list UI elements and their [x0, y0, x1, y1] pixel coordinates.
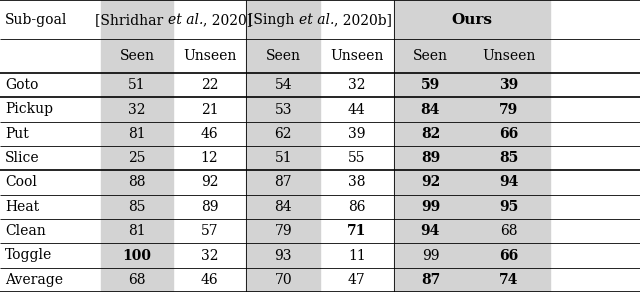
Text: 59: 59	[420, 78, 440, 92]
Text: 51: 51	[275, 151, 292, 165]
Text: 94: 94	[499, 175, 518, 190]
Text: Unseen: Unseen	[330, 49, 383, 63]
Text: 99: 99	[422, 248, 439, 263]
Text: 39: 39	[348, 127, 365, 141]
Text: Slice: Slice	[5, 151, 40, 165]
Text: Cool: Cool	[5, 175, 37, 190]
Text: 89: 89	[420, 151, 440, 165]
Text: 62: 62	[275, 127, 292, 141]
Text: 100: 100	[122, 248, 152, 263]
Text: 99: 99	[420, 200, 440, 214]
Text: 32: 32	[128, 102, 146, 117]
Text: 32: 32	[348, 78, 365, 92]
Text: 85: 85	[499, 151, 518, 165]
Text: 87: 87	[275, 175, 292, 190]
Text: et al.: et al.	[299, 13, 334, 27]
Text: Put: Put	[5, 127, 29, 141]
Text: Ours: Ours	[451, 13, 493, 27]
Text: Seen: Seen	[120, 49, 154, 63]
Text: Toggle: Toggle	[5, 248, 52, 263]
Text: 66: 66	[499, 127, 518, 141]
Text: 88: 88	[128, 175, 146, 190]
Text: 82: 82	[420, 127, 440, 141]
Text: 70: 70	[275, 273, 292, 287]
Text: 25: 25	[128, 151, 146, 165]
Text: 92: 92	[420, 175, 440, 190]
Text: 85: 85	[128, 200, 146, 214]
Text: 84: 84	[275, 200, 292, 214]
Text: Clean: Clean	[5, 224, 46, 238]
Text: Sub-goal: Sub-goal	[5, 13, 67, 27]
Text: 92: 92	[201, 175, 218, 190]
Text: 79: 79	[275, 224, 292, 238]
Text: 46: 46	[201, 127, 218, 141]
Text: Goto: Goto	[5, 78, 38, 92]
Text: 68: 68	[500, 224, 518, 238]
Text: Heat: Heat	[5, 200, 39, 214]
Text: 84: 84	[420, 102, 440, 117]
Text: 94: 94	[420, 224, 440, 238]
Text: 81: 81	[128, 127, 146, 141]
Text: 54: 54	[275, 78, 292, 92]
Text: 44: 44	[348, 102, 365, 117]
Text: 68: 68	[128, 273, 146, 287]
Text: 51: 51	[128, 78, 146, 92]
Text: 55: 55	[348, 151, 365, 165]
Text: , 2020]: , 2020]	[203, 13, 252, 27]
Text: et al.: et al.	[168, 13, 203, 27]
Text: 87: 87	[420, 273, 440, 287]
Text: 86: 86	[348, 200, 365, 214]
Text: 71: 71	[347, 224, 367, 238]
Text: 79: 79	[499, 102, 518, 117]
Text: 39: 39	[499, 78, 518, 92]
Text: 11: 11	[348, 248, 365, 263]
Text: [Singh: [Singh	[248, 13, 299, 27]
Text: 66: 66	[499, 248, 518, 263]
Text: 57: 57	[201, 224, 218, 238]
Text: 47: 47	[348, 273, 365, 287]
Text: 22: 22	[201, 78, 218, 92]
Text: 81: 81	[128, 224, 146, 238]
Text: , 2020b]: , 2020b]	[334, 13, 392, 27]
Text: 74: 74	[499, 273, 518, 287]
Text: 21: 21	[201, 102, 218, 117]
Text: Pickup: Pickup	[5, 102, 53, 117]
Text: Seen: Seen	[413, 49, 448, 63]
Text: Unseen: Unseen	[183, 49, 236, 63]
Text: 32: 32	[201, 248, 218, 263]
Text: 12: 12	[201, 151, 218, 165]
Text: 93: 93	[275, 248, 292, 263]
Text: 53: 53	[275, 102, 292, 117]
Text: Average: Average	[5, 273, 63, 287]
Text: Unseen: Unseen	[482, 49, 536, 63]
Text: 89: 89	[201, 200, 218, 214]
Text: [Shridhar: [Shridhar	[95, 13, 168, 27]
Text: 95: 95	[499, 200, 518, 214]
Text: 38: 38	[348, 175, 365, 190]
Text: Seen: Seen	[266, 49, 301, 63]
Text: 46: 46	[201, 273, 218, 287]
